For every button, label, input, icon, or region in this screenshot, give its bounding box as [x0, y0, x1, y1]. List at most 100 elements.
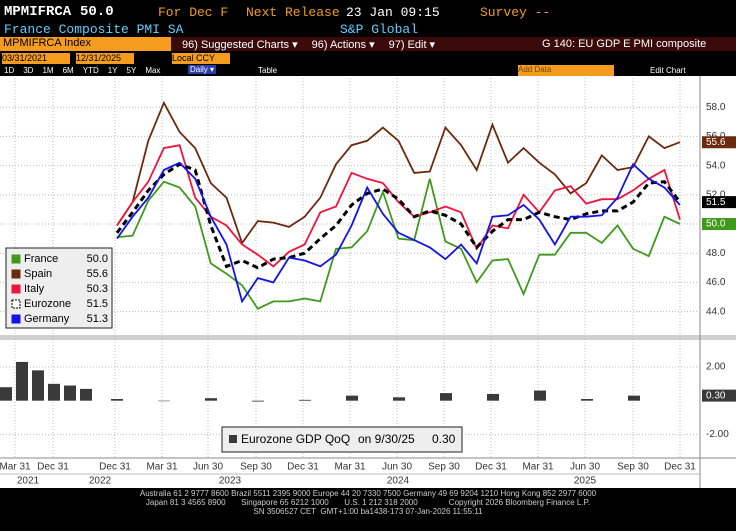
legend-label: Germany — [24, 313, 70, 325]
x-tick-label: Mar 31 — [334, 462, 366, 473]
y-tick-label: 46.0 — [706, 277, 726, 288]
bar — [487, 393, 499, 401]
bar — [346, 395, 358, 401]
legend-label: Italy — [24, 283, 45, 295]
bar — [0, 387, 12, 401]
y-tick-label: 58.0 — [706, 102, 726, 113]
menu[interactable]: 96) Suggested Charts ▾ — [182, 39, 298, 51]
period-button[interactable]: 1Y — [107, 66, 118, 75]
x-year-label: 2022 — [89, 476, 112, 487]
security-field[interactable]: MPMIFRCA Index — [0, 37, 171, 51]
y-tick-label: 44.0 — [706, 306, 726, 317]
series-line — [116, 161, 681, 304]
x-tick-label: Mar 31 — [0, 462, 31, 473]
legend-value: 51.3 — [87, 313, 108, 325]
end-date[interactable]: 12/31/2025 — [76, 53, 134, 64]
legend-label: Spain — [24, 268, 52, 280]
bar — [252, 400, 264, 402]
value-tag-label: 55.6 — [706, 137, 726, 148]
value-tag — [702, 196, 736, 209]
legend-swatch — [229, 435, 237, 443]
chart-background — [0, 76, 736, 488]
legend-label: France — [24, 253, 58, 265]
legend-swatch — [11, 284, 21, 294]
period-bar: 1D 3D 1M 6M YTD 1Y 5Y Max — [4, 66, 169, 75]
x-year-label: 2023 — [219, 476, 242, 487]
menu[interactable]: 96) Actions ▾ — [311, 39, 375, 51]
x-tick-label: Dec 31 — [287, 462, 319, 473]
frequency[interactable]: Daily ▾ — [188, 65, 217, 74]
x-tick-label: Sep 30 — [428, 462, 460, 473]
bar — [32, 370, 44, 401]
menu-bar: 96) Suggested Charts ▾ 96) Actions ▾ 97) E… — [182, 38, 449, 51]
y-tick-label: 54.0 — [706, 160, 726, 171]
period-button[interactable]: 6M — [62, 66, 74, 75]
y-tick-label: -2.00 — [706, 429, 729, 440]
legend-value: 51.5 — [87, 298, 108, 310]
legend-date: on 9/30/25 — [358, 432, 415, 446]
legend-box — [5, 247, 113, 329]
security-name: France Composite PMI SA — [4, 22, 184, 37]
next-release: Next Release — [246, 5, 340, 20]
period-button[interactable]: 5Y — [126, 66, 137, 75]
value-tag-label: 51.5 — [706, 197, 726, 208]
bar — [299, 399, 311, 401]
footer-line: Japan 81 3 4565 8900 Singapore 65 6212 1… — [145, 498, 591, 507]
series-line — [115, 162, 682, 270]
legend-box — [221, 426, 463, 453]
source: S&P Global — [340, 22, 419, 37]
chart-name: G 140: EU GDP E PMI composite — [542, 38, 707, 50]
value-tag — [702, 218, 736, 231]
x-tick-label: Dec 31 — [99, 462, 131, 473]
table-button[interactable]: Table — [258, 66, 278, 75]
legend-value: 55.6 — [87, 268, 108, 280]
x-tick-label: Dec 31 — [664, 462, 696, 473]
legend-value: 0.30 — [432, 432, 456, 446]
toolbar — [0, 37, 736, 51]
x-year-label: 2021 — [17, 476, 40, 487]
x-tick-label: Dec 31 — [475, 462, 507, 473]
bar — [393, 397, 405, 401]
period-button[interactable]: 1M — [42, 66, 54, 75]
period-button[interactable]: YTD — [82, 66, 99, 75]
x-tick-label: Mar 31 — [522, 462, 554, 473]
start-date[interactable]: 03/31/2021 — [2, 53, 70, 64]
x-tick-label: Mar 31 — [146, 462, 178, 473]
legend-label: Eurozone — [24, 298, 71, 310]
value-tag-label: 50.0 — [706, 219, 726, 230]
period-button[interactable]: 3D — [23, 66, 34, 75]
bar — [534, 390, 546, 401]
legend-swatch — [11, 314, 21, 324]
bar — [158, 400, 170, 402]
legend-swatch — [11, 299, 21, 309]
bar — [581, 399, 593, 401]
x-year-label: 2025 — [574, 476, 597, 487]
bar — [64, 385, 76, 401]
x-tick-label: Sep 30 — [617, 462, 649, 473]
bar — [205, 398, 217, 401]
legend-swatch — [11, 254, 21, 264]
edit-chart[interactable]: Edit Chart — [650, 66, 686, 75]
x-tick-label: Jun 30 — [382, 462, 412, 473]
legend-value: 50.3 — [87, 283, 108, 295]
value-tag — [702, 389, 736, 402]
currency[interactable]: Local CCY — [172, 53, 230, 64]
menu[interactable]: 97) Edit ▾ — [388, 39, 436, 51]
period-button[interactable]: Max — [145, 66, 161, 75]
x-tick-label: Sep 30 — [240, 462, 272, 473]
series-line — [116, 178, 681, 310]
value-tag-label: 0.30 — [706, 390, 726, 401]
bar — [48, 383, 60, 401]
legend-value: 50.0 — [87, 253, 108, 265]
survey: Survey -- — [480, 5, 551, 20]
y-tick-label: 2.00 — [706, 362, 726, 373]
footer: Australia 61 2 9777 8600 Brazil 5511 239… — [0, 488, 736, 531]
x-tick-label: Jun 30 — [570, 462, 600, 473]
x-tick-label: Jun 30 — [193, 462, 223, 473]
period-button[interactable]: 1D — [4, 66, 15, 75]
y-tick-label: 52.0 — [706, 189, 726, 200]
footer-line: SN 3506527 CET GMT+1:00 ba1438-173 07-Ja… — [253, 507, 483, 516]
legend-swatch — [11, 269, 21, 279]
add-data[interactable]: Add Data — [518, 65, 614, 76]
